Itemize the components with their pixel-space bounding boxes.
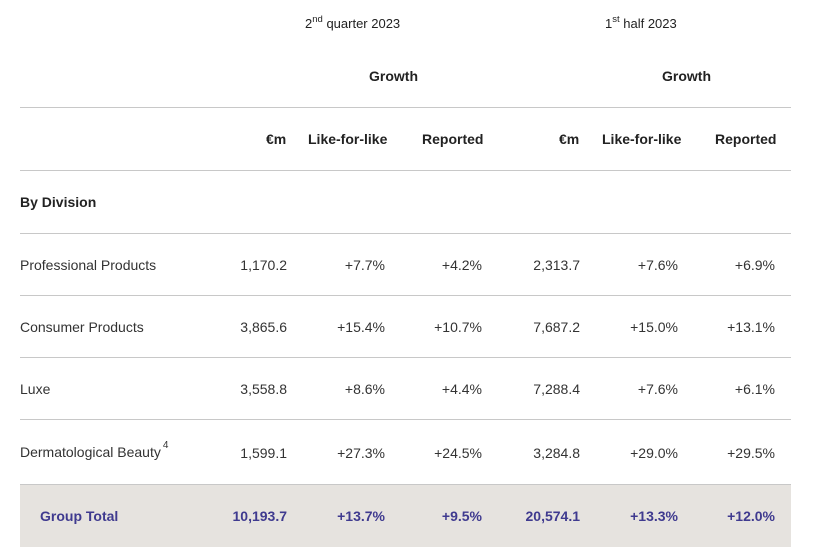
total-cell: 20,574.1: [525, 508, 581, 524]
table-cell: 2,313.7: [533, 257, 580, 273]
total-cell: +13.7%: [337, 508, 385, 524]
divider: [20, 107, 791, 108]
col-header-reported-q2: Reported: [422, 131, 484, 147]
growth-h1-label: Growth: [662, 68, 711, 84]
table-cell: 7,687.2: [533, 319, 580, 335]
row-label-text: Professional Products: [20, 257, 157, 273]
col-header-lfl-q2: Like-for-like: [308, 131, 388, 147]
total-cell: +12.0%: [727, 508, 775, 524]
table-cell: +15.4%: [337, 319, 385, 335]
row-label-text: Dermatological Beauty: [20, 444, 161, 460]
h1-prefix: 1: [605, 16, 613, 31]
table-cell: 1,599.1: [240, 445, 287, 461]
q2-text: quarter 2023: [326, 16, 401, 31]
table-cell: +13.1%: [727, 319, 775, 335]
table-cell: +29.0%: [630, 445, 678, 461]
h1-text: half 2023: [623, 16, 677, 31]
group-total-label: Group Total: [40, 508, 119, 524]
row-label: Consumer Products: [20, 319, 144, 335]
table-cell: 3,558.8: [240, 381, 287, 397]
h1-sup: st: [612, 14, 620, 25]
table-cell: 7,288.4: [533, 381, 580, 397]
divider: [20, 170, 791, 171]
section-by-division: By Division: [20, 194, 97, 210]
divider: [20, 484, 791, 485]
row-label: Luxe: [20, 381, 50, 397]
q2-prefix: 2: [305, 16, 313, 31]
q2-sup: nd: [312, 14, 323, 25]
row-label-text: Consumer Products: [20, 319, 144, 335]
col-header-eur-q2: €m: [266, 131, 287, 147]
row-label: Dermatological Beauty 4: [20, 440, 168, 460]
table-cell: +4.2%: [441, 257, 482, 273]
table-cell: +8.6%: [344, 381, 385, 397]
table-cell: +7.6%: [637, 381, 678, 397]
divider: [20, 295, 791, 296]
table-cell: +29.5%: [727, 445, 775, 461]
col-header-eur-h1: €m: [559, 131, 580, 147]
growth-q2-label: Growth: [369, 68, 418, 84]
col-header-reported-h1: Reported: [715, 131, 777, 147]
table-cell: +7.6%: [637, 257, 678, 273]
total-cell: +13.3%: [630, 508, 678, 524]
table-cell: 3,865.6: [240, 319, 287, 335]
footnote-marker: 4: [162, 440, 169, 451]
col-header-lfl-h1: Like-for-like: [602, 131, 682, 147]
total-cell: 10,193.7: [232, 508, 288, 524]
table-cell: +4.4%: [441, 381, 482, 397]
table-cell: +7.7%: [344, 257, 385, 273]
period-h1-header: 1st half 2023: [605, 14, 677, 31]
row-label: Professional Products: [20, 257, 156, 273]
table-cell: +15.0%: [630, 319, 678, 335]
divider: [20, 233, 791, 234]
table-cell: +24.5%: [434, 445, 482, 461]
table-cell: +6.9%: [734, 257, 775, 273]
group-total-band: [20, 485, 791, 547]
table-cell: +10.7%: [434, 319, 482, 335]
row-label-text: Luxe: [20, 381, 51, 397]
table-cell: +6.1%: [734, 381, 775, 397]
divider: [20, 357, 791, 358]
table-cell: 1,170.2: [240, 257, 287, 273]
table-cell: 3,284.8: [533, 445, 580, 461]
table-cell: +27.3%: [337, 445, 385, 461]
total-cell: +9.5%: [441, 508, 482, 524]
period-q2-header: 2nd quarter 2023: [305, 14, 401, 31]
divider: [20, 419, 791, 420]
